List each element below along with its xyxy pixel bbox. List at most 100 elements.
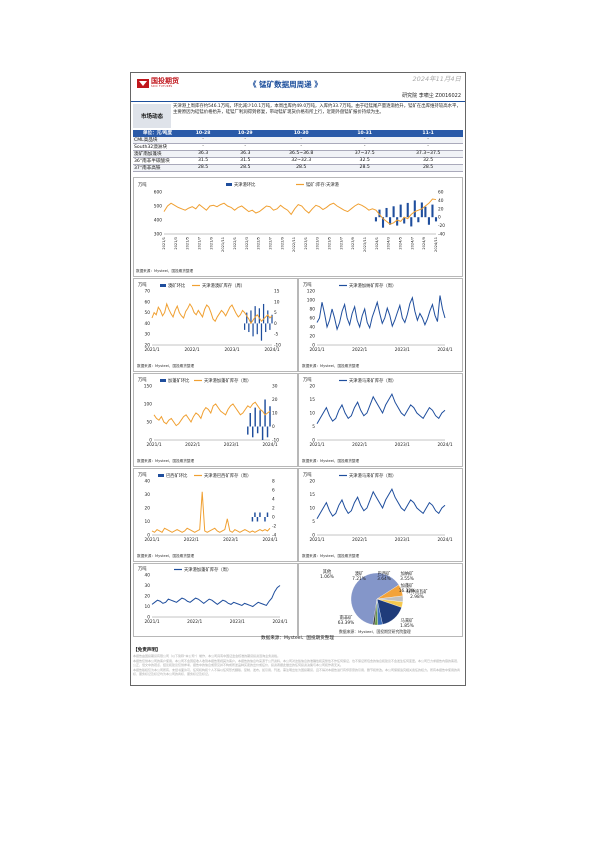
y-right-tick-label: 0 xyxy=(274,321,277,327)
x-tick-label: 2021/1 xyxy=(309,442,324,448)
chart-source: 数据来源：Mysteel、国投期货整理 xyxy=(302,459,360,463)
price-cell: 32~32.3 xyxy=(266,157,337,165)
series-line xyxy=(151,585,281,608)
y-tick-label: 20 xyxy=(145,594,151,600)
bar xyxy=(261,426,264,440)
y-right-tick-label: 15 xyxy=(274,289,280,295)
bar xyxy=(265,323,267,333)
pie-value: 16.32% xyxy=(399,588,415,594)
bar xyxy=(246,312,248,324)
x-tick-label: 2024/1 xyxy=(437,442,452,448)
legend-label: 天津港加纳矿库存（周） xyxy=(349,282,396,289)
y-tick-label: 40 xyxy=(145,479,151,485)
price-cell: 31.5 xyxy=(182,157,225,165)
bar xyxy=(256,517,259,522)
chart-source: 数据来源：Mysteel、国投期货整理 xyxy=(137,364,195,368)
x-tick-label: 2023/1 xyxy=(304,237,308,250)
x-tick-label: 2023/11 xyxy=(363,237,367,252)
y-tick-label: 10 xyxy=(310,506,316,512)
axis-unit: 万吨 xyxy=(303,471,312,478)
row-name: CML高品块 xyxy=(133,136,182,144)
y-tick-label: 0 xyxy=(312,533,315,539)
y-tick-label: 30 xyxy=(145,583,151,589)
bar xyxy=(403,217,406,224)
y-right-tick-label: 0 xyxy=(438,215,441,221)
x-tick-label: 2023/3 xyxy=(316,237,320,250)
legend-label: 天津港加蓬矿库存（周） xyxy=(204,377,251,384)
bar xyxy=(256,426,259,434)
bar xyxy=(251,517,254,522)
price-cell: 28.5 xyxy=(336,164,394,172)
pie-value: 1.85% xyxy=(400,623,414,629)
bar xyxy=(251,426,254,438)
row-name: South32澳洲块 xyxy=(133,143,182,151)
bar xyxy=(266,512,269,517)
y-tick-label: 20 xyxy=(310,479,316,485)
y-tick-label: 15 xyxy=(310,397,316,403)
price-cell: 37.3~37.5 xyxy=(393,150,463,158)
bar xyxy=(410,217,413,227)
price-cell: 31.5 xyxy=(224,157,267,165)
x-tick-label: 2023/1 xyxy=(395,442,410,448)
y-tick-label: 80 xyxy=(310,307,316,313)
x-tick-label: 2021/5 xyxy=(186,237,190,250)
bar xyxy=(431,204,434,218)
x-tick-label: 2023/1 xyxy=(224,347,239,353)
bar xyxy=(269,323,271,330)
bar xyxy=(258,308,260,324)
bar xyxy=(247,426,249,435)
price-cell: - xyxy=(393,143,463,151)
legend-label: 天津港马来矿库存（周） xyxy=(349,377,396,384)
x-tick-label: 2022/11 xyxy=(292,237,296,252)
pie-slice xyxy=(350,572,400,625)
y-tick-label: 0 xyxy=(149,438,152,444)
x-tick-label: 2024/11 xyxy=(434,237,438,252)
logo-text: 国投期货 xyxy=(151,77,179,85)
pie-value: 3.55% xyxy=(400,576,414,582)
y-tick-label: 50 xyxy=(145,310,151,316)
bar xyxy=(267,310,269,324)
axis-unit: 万吨 xyxy=(138,376,147,383)
x-tick-label: 2021/1 xyxy=(144,347,159,353)
price-cell: 28.5 xyxy=(393,164,463,172)
x-tick-label: 2023/1 xyxy=(223,537,238,543)
x-tick-label: 2024/7 xyxy=(410,237,414,250)
y-tick-label: 20 xyxy=(310,384,316,390)
price-cell: 36.3 xyxy=(182,150,225,158)
axis-unit: 万吨 xyxy=(138,281,147,288)
y-right-tick-label: 5 xyxy=(274,310,277,316)
bar xyxy=(396,217,399,226)
y-right-tick-label: -5 xyxy=(274,332,279,338)
legend-label: 加蓬矿环比 xyxy=(168,377,190,384)
bar xyxy=(374,217,377,222)
y-right-tick-label: 30 xyxy=(272,384,278,390)
y-tick-label: 10 xyxy=(310,411,316,417)
y-tick-label: 15 xyxy=(310,492,316,498)
chart-source: 数据来源：Mysteel、国投期货研究院整理 xyxy=(339,629,411,634)
x-tick-label: 2022/9 xyxy=(280,236,284,249)
x-tick-label: 2023/1 xyxy=(395,347,410,353)
bar xyxy=(244,323,246,330)
y-tick-label: 40 xyxy=(310,325,316,331)
chart-australia-ore: 万吨 澳矿环比 天津港澳矿库存（周） 70 60 50 40 30 20 15 10 5 0 -5 -10 2… xyxy=(133,278,298,372)
bar xyxy=(250,310,252,324)
series-line xyxy=(153,401,271,427)
y-right-tick-label: -2 xyxy=(272,524,277,530)
x-tick-label: 2022/1 xyxy=(187,619,202,625)
pie-label: 加蓬矿 xyxy=(401,582,415,589)
x-tick-label: 2023/7 xyxy=(339,237,343,250)
bar xyxy=(399,204,402,218)
y-tick-label: 20 xyxy=(145,343,151,349)
bar xyxy=(417,217,420,223)
bar xyxy=(389,217,392,225)
author-line: 研究院 李啸尘 Z0016022 xyxy=(402,93,461,99)
price-table-row: 澳矿南加蓬块 36.3 36.3 36.5~36.8 37~37.5 37.3~37.5 xyxy=(133,150,463,158)
bottom-source: 数据来源：Mysteel、国投期货整理 xyxy=(261,636,334,641)
y-tick-label: 50 xyxy=(147,420,153,426)
bar xyxy=(420,202,423,218)
disclaimer-paragraph: 本报告版权仅为本公司所有，未经书面许可，任何机构和个人不得以任何形式翻版、复制、… xyxy=(133,667,461,676)
chart-source: 数据来源：Mysteel、国投期货整理 xyxy=(137,554,195,558)
series-line xyxy=(316,487,446,520)
bar xyxy=(271,314,273,324)
y-tick-label: 40 xyxy=(145,573,151,579)
